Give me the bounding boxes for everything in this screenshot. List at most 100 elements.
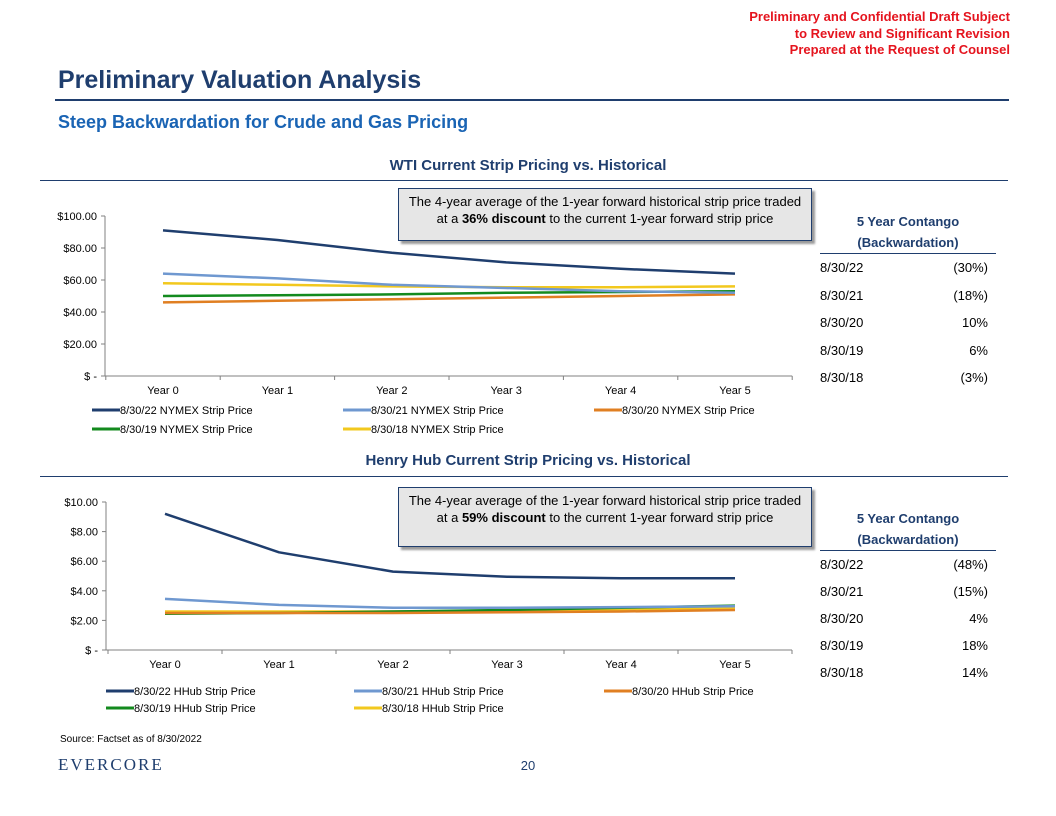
wti-contango-row: 8/30/21 (18%) <box>820 282 996 310</box>
hh-contango-value: (15%) <box>953 584 988 599</box>
hh-contango-subheader: (Backwardation) <box>857 532 959 547</box>
hh-contango-value: (48%) <box>953 557 988 572</box>
wti-contango-row: 8/30/19 6% <box>820 337 996 365</box>
hh-callout: The 4-year average of the 1-year forward… <box>398 487 812 547</box>
hh-y-tick-label: $10.00 <box>64 497 98 509</box>
source-footnote: Source: Factset as of 8/30/2022 <box>60 734 202 745</box>
hh-x-tick-label: Year 2 <box>377 659 408 671</box>
wti-contango-subheader: (Backwardation) <box>857 235 959 250</box>
wti-plot: $ - $20.00 $40.00 $60.00 $80.00 $100.00 Year 0… <box>57 211 793 436</box>
hh-legend-label: 8/30/20 HHub Strip Price <box>632 686 754 698</box>
hh-contango-value: 4% <box>969 611 988 626</box>
wti-series-line <box>162 229 736 275</box>
wti-contango-value: (3%) <box>960 370 988 385</box>
confidential-line: Preliminary and Confidential Draft Subje… <box>749 9 1010 24</box>
wti-legend-label: 8/30/19 NYMEX Strip Price <box>120 424 253 436</box>
hh-y-tick-label: $ - <box>85 645 98 657</box>
wti-contango-row: 8/30/22 (30%) <box>820 254 996 282</box>
hh-chart-title: Henry Hub Current Strip Pricing vs. Hist… <box>365 452 691 469</box>
hh-x-tick-label: Year 1 <box>263 659 294 671</box>
wti-x-tick-label: Year 3 <box>490 385 521 397</box>
hh-contango-date: 8/30/20 <box>820 611 864 626</box>
wti-y-tick-label: $80.00 <box>63 243 97 255</box>
wti-callout-text-end: to the current 1-year forward strip pric… <box>545 211 774 226</box>
wti-legend-label: 8/30/22 NYMEX Strip Price <box>120 405 253 417</box>
confidential-line: Prepared at the Request of Counsel <box>789 42 1010 57</box>
wti-legend-label: 8/30/18 NYMEX Strip Price <box>371 424 504 436</box>
wti-legend-label: 8/30/21 NYMEX Strip Price <box>371 405 504 417</box>
wti-contango-row: 8/30/18 (3%) <box>820 364 996 392</box>
confidential-notice: Preliminary and Confidential Draft Subje… <box>700 9 1010 59</box>
hh-x-tick-label: Year 0 <box>149 659 180 671</box>
wti-section-divider <box>40 180 1008 181</box>
hh-x-tick-label: Year 4 <box>605 659 636 671</box>
hh-contango-row: 8/30/19 18% <box>820 632 996 659</box>
hh-contango-date: 8/30/22 <box>820 557 864 572</box>
wti-x-tick-label: Year 2 <box>376 385 407 397</box>
hh-callout-text: The 4-year average of the 1-year forward… <box>408 493 802 525</box>
hh-contango-date: 8/30/18 <box>820 665 864 680</box>
wti-y-tick-label: $60.00 <box>63 275 97 287</box>
page-title: Preliminary Valuation Analysis <box>58 66 422 94</box>
hh-callout-text-end: to the current 1-year forward strip pric… <box>545 510 774 525</box>
wti-callout-highlight: 36% discount <box>461 211 546 226</box>
wti-callout: The 4-year average of the 1-year forward… <box>398 188 812 241</box>
hh-contango-value: 14% <box>961 665 988 680</box>
hh-contango-rule <box>820 550 996 551</box>
hh-x-tick-label: Year 5 <box>719 659 750 671</box>
wti-contango-date: 8/30/21 <box>820 287 864 303</box>
wti-x-tick-label: Year 4 <box>605 385 636 397</box>
hh-contango-row: 8/30/21 (15%) <box>820 578 996 605</box>
hh-contango-row: 8/30/18 14% <box>820 659 996 686</box>
hh-y-tick-label: $6.00 <box>70 556 98 568</box>
wti-callout-text: The 4-year average of the 1-year forward… <box>408 194 802 226</box>
hh-legend-label: 8/30/19 HHub Strip Price <box>134 703 256 715</box>
wti-contango-table: 5 Year Contango (Backwardation) 8/30/22 (… <box>820 211 996 392</box>
wti-contango-row: 8/30/20 10% <box>820 309 996 337</box>
hh-plot: $ - $2.00 $4.00 $6.00 $8.00 $10.00 Year 0 Year … <box>64 497 793 715</box>
hh-series-line <box>164 512 735 580</box>
hh-contango-date: 8/30/21 <box>820 584 864 599</box>
wti-contango-value: (18%) <box>953 287 988 303</box>
hh-contango-header: 5 Year Contango <box>856 511 960 526</box>
page-subtitle: Steep Backwardation for Crude and Gas Pr… <box>58 112 469 132</box>
hh-series-line <box>164 597 736 610</box>
wti-contango-date: 8/30/18 <box>820 370 864 385</box>
wti-contango-value: 10% <box>961 315 988 330</box>
hh-contango-value: 18% <box>961 638 988 653</box>
hh-legend-label: 8/30/22 HHub Strip Price <box>134 686 256 698</box>
hh-contango-date: 8/30/19 <box>820 638 864 653</box>
hh-callout-highlight: 59% discount <box>461 510 546 525</box>
hh-contango-table: 5 Year Contango (Backwardation) 8/30/22 (… <box>820 508 996 686</box>
wti-x-tick-label: Year 0 <box>147 385 178 397</box>
wti-series-line <box>162 272 736 295</box>
hh-legend-label: 8/30/21 HHub Strip Price <box>382 686 504 698</box>
wti-series-line <box>162 293 736 304</box>
hh-y-tick-label: $2.00 <box>70 615 98 627</box>
wti-contango-value: 6% <box>969 342 988 358</box>
page-number: 20 <box>520 758 536 773</box>
hh-contango-row: 8/30/22 (48%) <box>820 551 996 578</box>
wti-x-tick-label: Year 1 <box>262 385 293 397</box>
title-divider <box>55 99 1009 101</box>
wti-contango-date: 8/30/20 <box>820 315 864 330</box>
wti-y-tick-label: $100.00 <box>57 211 97 223</box>
confidential-line: to Review and Significant Revision <box>794 25 1010 41</box>
wti-x-tick-label: Year 5 <box>719 385 750 397</box>
wti-contango-rule <box>820 253 996 254</box>
wti-chart-title: WTI Current Strip Pricing vs. Historical <box>389 157 667 174</box>
wti-y-tick-label: $ - <box>84 371 97 383</box>
hh-y-tick-label: $4.00 <box>70 586 98 598</box>
wti-contango-value: (30%) <box>953 260 988 275</box>
hh-section-divider <box>40 476 1008 477</box>
wti-contango-header: 5 Year Contango <box>856 214 960 229</box>
hh-legend-label: 8/30/18 HHub Strip Price <box>382 703 504 715</box>
wti-contango-date: 8/30/19 <box>820 342 864 358</box>
wti-y-tick-label: $40.00 <box>63 307 97 319</box>
evercore-logo: EVERCORE <box>58 755 164 774</box>
wti-legend-label: 8/30/20 NYMEX Strip Price <box>622 405 755 417</box>
wti-y-tick-label: $20.00 <box>63 339 97 351</box>
wti-contango-date: 8/30/22 <box>820 260 864 275</box>
hh-x-tick-label: Year 3 <box>491 659 522 671</box>
